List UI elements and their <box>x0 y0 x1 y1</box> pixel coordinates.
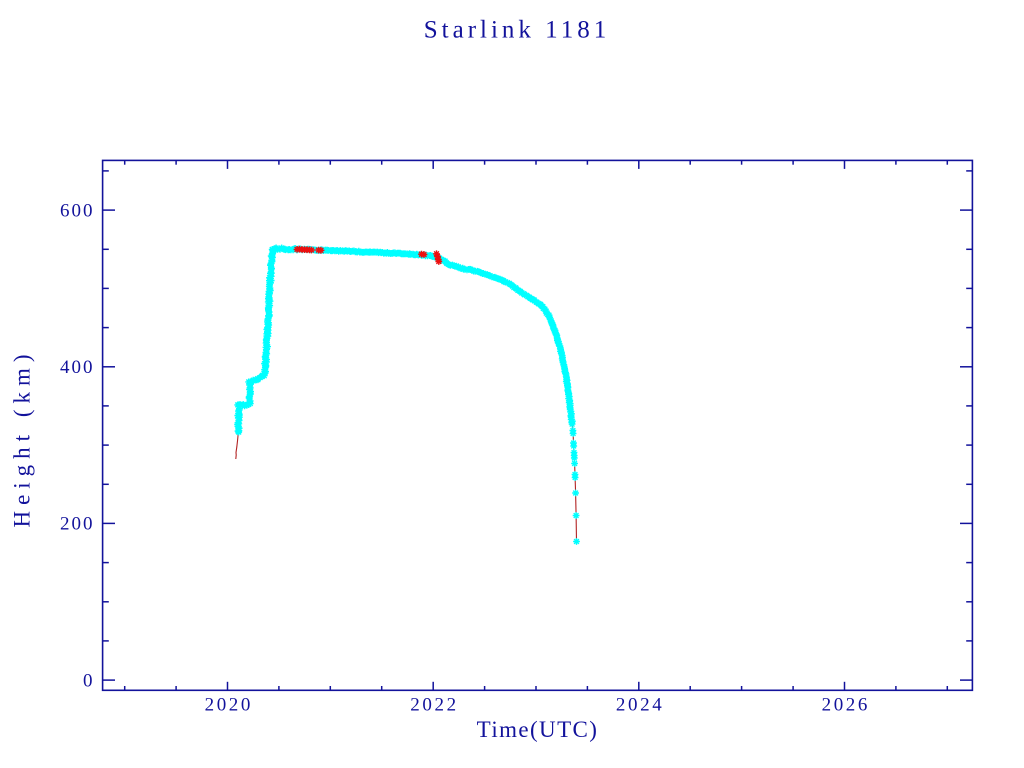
svg-text:2024: 2024 <box>616 695 664 716</box>
svg-text:2020: 2020 <box>205 695 253 716</box>
svg-text:Time(UTC): Time(UTC) <box>477 717 599 742</box>
svg-text:600: 600 <box>60 200 95 221</box>
svg-text:0: 0 <box>83 670 95 691</box>
svg-text:Height (km): Height (km) <box>10 348 35 527</box>
svg-text:2026: 2026 <box>822 695 870 716</box>
svg-text:2022: 2022 <box>410 695 458 716</box>
svg-text:Starlink 1181: Starlink 1181 <box>424 17 611 44</box>
svg-text:200: 200 <box>60 514 95 535</box>
svg-text:400: 400 <box>60 357 95 378</box>
